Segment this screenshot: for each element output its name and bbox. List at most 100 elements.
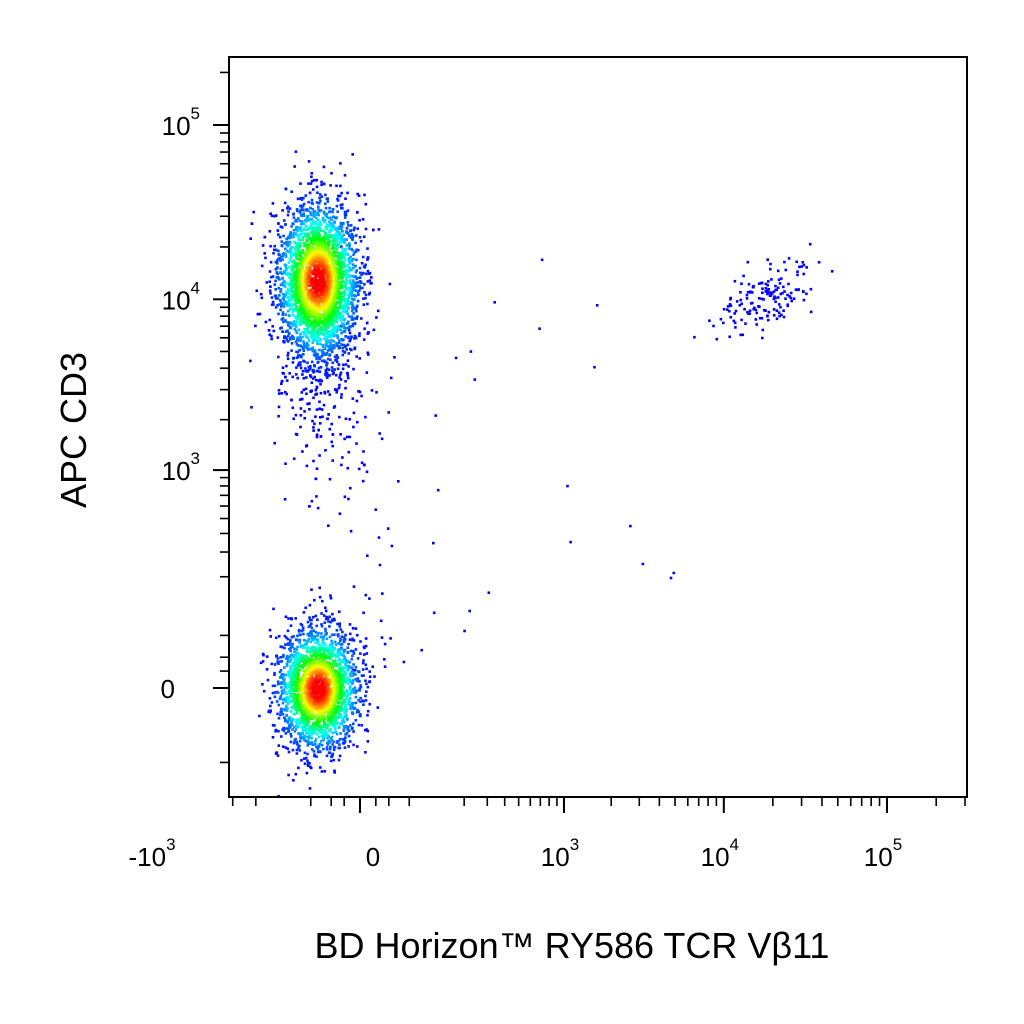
event-point bbox=[262, 689, 266, 693]
event-point bbox=[286, 340, 290, 343]
event-point bbox=[295, 320, 298, 324]
event-point bbox=[331, 717, 334, 720]
event-point bbox=[343, 706, 347, 710]
event-point bbox=[342, 326, 346, 329]
event-point bbox=[330, 218, 333, 221]
event-point bbox=[786, 304, 790, 308]
event-point bbox=[297, 235, 301, 238]
event-point bbox=[264, 320, 268, 324]
event-point bbox=[300, 262, 303, 265]
event-point bbox=[304, 194, 308, 197]
event-point bbox=[330, 291, 334, 295]
event-point bbox=[296, 248, 300, 252]
event-point bbox=[356, 227, 359, 230]
event-point bbox=[307, 228, 310, 231]
event-point bbox=[287, 295, 290, 299]
event-point bbox=[305, 341, 309, 345]
event-point bbox=[316, 720, 319, 723]
event-point bbox=[327, 729, 330, 732]
event-point bbox=[279, 645, 283, 648]
event-point bbox=[367, 353, 370, 356]
event-point bbox=[346, 253, 350, 256]
event-point bbox=[333, 355, 337, 359]
event-point bbox=[343, 351, 347, 354]
event-point bbox=[323, 770, 327, 773]
event-point bbox=[343, 666, 346, 670]
event-point bbox=[291, 321, 295, 325]
event-point bbox=[282, 691, 285, 695]
event-point bbox=[311, 234, 314, 238]
event-point bbox=[308, 761, 311, 765]
event-point bbox=[334, 718, 338, 721]
event-point bbox=[307, 300, 311, 303]
event-point bbox=[347, 314, 351, 318]
event-point bbox=[322, 723, 326, 727]
event-point bbox=[345, 709, 349, 712]
event-point bbox=[346, 646, 350, 650]
event-point bbox=[300, 391, 304, 394]
event-point bbox=[338, 194, 342, 198]
event-point bbox=[274, 267, 278, 271]
event-point bbox=[312, 353, 316, 357]
event-point bbox=[280, 682, 284, 686]
event-point bbox=[337, 386, 341, 390]
event-point bbox=[316, 342, 319, 345]
event-point bbox=[317, 735, 321, 739]
event-point bbox=[348, 672, 352, 676]
event-point bbox=[279, 288, 283, 291]
event-point bbox=[321, 349, 324, 352]
event-point bbox=[263, 252, 266, 255]
event-point bbox=[303, 410, 306, 413]
event-point bbox=[341, 700, 345, 703]
event-point bbox=[802, 298, 806, 302]
event-point bbox=[288, 655, 291, 659]
event-point bbox=[330, 366, 334, 369]
event-point bbox=[361, 668, 365, 671]
event-point bbox=[302, 638, 306, 642]
event-point bbox=[324, 245, 328, 248]
event-point bbox=[314, 227, 317, 231]
event-point bbox=[353, 668, 357, 672]
event-point bbox=[297, 657, 301, 660]
event-point bbox=[766, 289, 769, 292]
event-point bbox=[296, 312, 300, 315]
event-point bbox=[312, 319, 316, 322]
event-point bbox=[320, 359, 324, 363]
event-point bbox=[289, 725, 292, 728]
event-point bbox=[273, 441, 276, 445]
event-point bbox=[772, 308, 776, 311]
event-point bbox=[318, 400, 321, 404]
event-point bbox=[319, 366, 323, 369]
event-point bbox=[298, 653, 302, 657]
event-point bbox=[274, 297, 278, 300]
event-point bbox=[281, 366, 285, 369]
event-point bbox=[364, 637, 368, 640]
event-point bbox=[289, 249, 293, 253]
event-point bbox=[305, 650, 309, 653]
event-point bbox=[302, 724, 306, 728]
event-point bbox=[365, 728, 368, 731]
event-point bbox=[268, 710, 272, 714]
event-point bbox=[272, 329, 276, 333]
events-layer bbox=[249, 150, 834, 798]
event-point bbox=[304, 228, 308, 231]
event-point bbox=[299, 407, 303, 410]
event-point bbox=[323, 219, 326, 222]
event-point bbox=[307, 311, 310, 315]
event-point bbox=[281, 283, 285, 287]
event-point bbox=[372, 228, 375, 232]
event-point bbox=[322, 668, 325, 671]
event-point bbox=[318, 316, 322, 320]
event-point bbox=[310, 227, 313, 230]
event-point bbox=[294, 291, 297, 295]
event-point bbox=[250, 406, 253, 409]
event-point bbox=[286, 329, 289, 332]
event-point bbox=[362, 611, 365, 615]
event-point bbox=[278, 670, 282, 674]
event-point bbox=[345, 731, 349, 735]
event-point bbox=[299, 660, 302, 664]
event-point bbox=[312, 188, 315, 191]
event-point bbox=[348, 266, 352, 270]
event-point bbox=[802, 272, 805, 276]
event-point bbox=[265, 281, 269, 284]
